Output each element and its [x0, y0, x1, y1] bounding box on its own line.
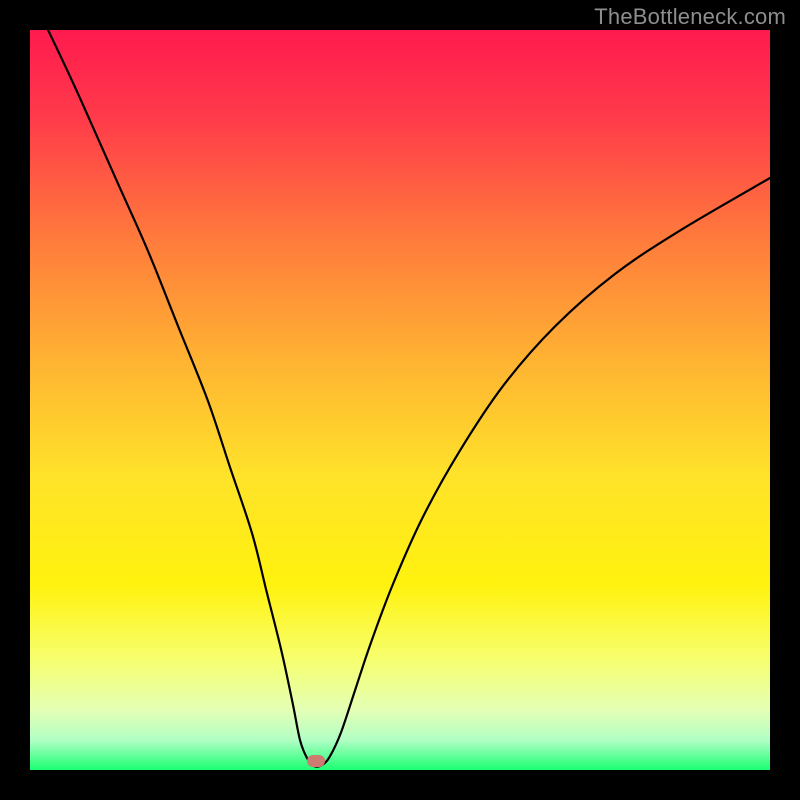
bottleneck-curve [30, 30, 770, 770]
chart-frame: TheBottleneck.com [0, 0, 800, 800]
optimal-point-marker [307, 755, 325, 767]
watermark-text: TheBottleneck.com [594, 4, 786, 30]
plot-area [30, 30, 770, 770]
